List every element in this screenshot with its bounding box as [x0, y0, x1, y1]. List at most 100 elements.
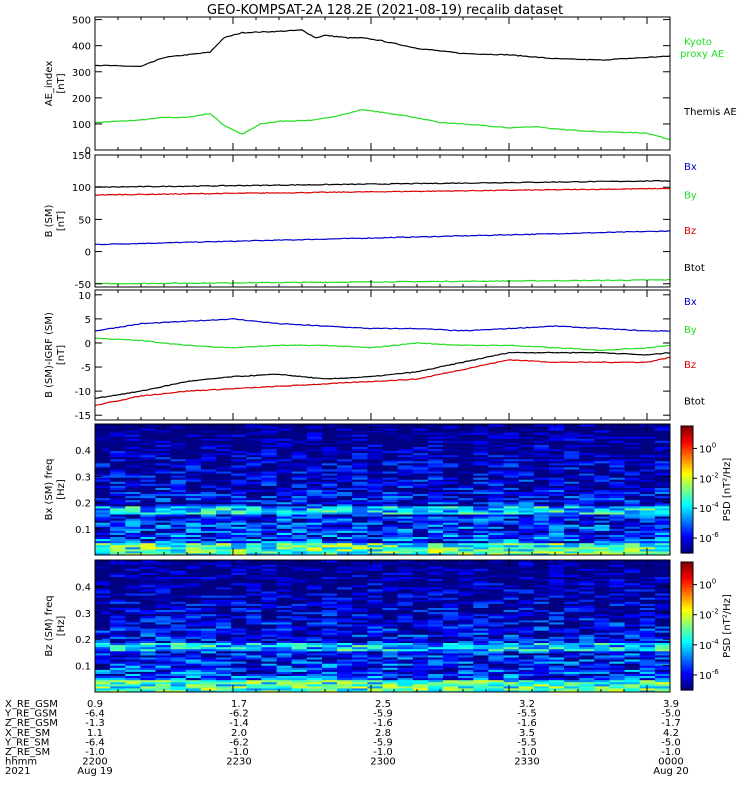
- heatmap-cell: [548, 507, 565, 511]
- heatmap-cell: [397, 603, 414, 606]
- heatmap-cell: [458, 564, 474, 567]
- heatmap-cell: [503, 632, 520, 635]
- heatmap-cell: [594, 663, 610, 666]
- colorbar-tick-label: 100: [699, 441, 716, 455]
- heatmap-cell: [488, 456, 504, 460]
- heatmap-cell: [458, 582, 474, 586]
- heatmap-cell: [473, 673, 489, 676]
- heatmap-cell: [654, 516, 671, 519]
- heatmap-cell: [95, 489, 111, 492]
- heatmap-cell: [624, 460, 641, 464]
- heatmap-cell: [503, 462, 520, 466]
- heatmap-cell: [140, 599, 156, 602]
- heatmap-cell: [427, 505, 444, 509]
- colorbar-segment: [681, 512, 693, 516]
- heatmap-cell: [518, 626, 535, 629]
- heatmap-cell: [548, 572, 565, 575]
- heatmap-cell: [337, 550, 353, 554]
- heatmap-cell: [110, 532, 126, 535]
- heatmap-cell: [564, 677, 580, 681]
- heatmap-cell: [518, 630, 535, 633]
- heatmap-cell: [518, 462, 535, 466]
- heatmap-cell: [110, 538, 126, 542]
- heatmap-cell: [397, 615, 414, 619]
- heatmap-cell: [110, 671, 126, 674]
- heatmap-cell: [533, 538, 550, 542]
- heatmap-cell: [125, 536, 141, 540]
- heatmap-cell: [170, 544, 187, 548]
- heatmap-cell: [624, 510, 641, 513]
- heatmap-cell: [125, 522, 141, 525]
- heatmap-cell: [125, 590, 141, 594]
- heatmap-cell: [458, 450, 474, 454]
- heatmap-cell: [125, 442, 141, 445]
- heatmap-cell: [488, 448, 504, 452]
- heatmap-cell: [200, 448, 217, 452]
- heatmap-cell: [246, 623, 262, 627]
- heatmap-cell: [488, 681, 504, 685]
- heatmap-cell: [125, 566, 141, 569]
- heatmap-cell: [200, 681, 217, 685]
- heatmap-cell: [488, 576, 504, 580]
- heatmap-cell: [185, 599, 202, 602]
- heatmap-cell: [337, 646, 353, 650]
- colorbar-tick-label: 10-2: [699, 471, 719, 485]
- heatmap-cell: [216, 507, 232, 511]
- heatmap-cell: [216, 462, 232, 466]
- heatmap-cell: [276, 648, 293, 652]
- heatmap-cell: [412, 510, 429, 513]
- heatmap-cell: [609, 491, 626, 494]
- heatmap-cell: [443, 542, 459, 546]
- heatmap-cell: [352, 584, 368, 588]
- heatmap-cell: [412, 659, 429, 662]
- heatmap-cell: [95, 576, 111, 580]
- heatmap-cell: [458, 628, 474, 631]
- heatmap-cell: [579, 623, 595, 627]
- heatmap-cell: [322, 681, 338, 685]
- heatmap-cell: [140, 464, 156, 468]
- heatmap-cell: [95, 546, 111, 550]
- heatmap-cell: [200, 605, 217, 608]
- heatmap-cell: [518, 442, 535, 445]
- heatmap-cell: [352, 626, 368, 629]
- heatmap-cell: [170, 456, 187, 460]
- heatmap-cell: [458, 619, 474, 623]
- heatmap-cell: [624, 432, 641, 435]
- heatmap-cell: [291, 601, 308, 604]
- heatmap-cell: [200, 428, 217, 431]
- heatmap-cell: [518, 560, 535, 563]
- heatmap-cell: [609, 505, 626, 509]
- heatmap-cell: [291, 687, 308, 691]
- heatmap-cell: [276, 534, 293, 537]
- heatmap-cell: [155, 615, 172, 619]
- heatmap-cell: [654, 493, 671, 497]
- heatmap-cell: [216, 540, 232, 544]
- heatmap-cell: [564, 540, 580, 544]
- heatmap-cell: [412, 456, 429, 460]
- heatmap-cell: [125, 548, 141, 552]
- heatmap-cell: [412, 458, 429, 462]
- heatmap-cell: [200, 615, 217, 619]
- heatmap-cell: [548, 687, 565, 691]
- heatmap-cell: [246, 609, 262, 613]
- heatmap-cell: [306, 601, 323, 604]
- heatmap-cell: [125, 438, 141, 441]
- heatmap-cell: [306, 687, 323, 691]
- heatmap-cell: [200, 607, 217, 610]
- heatmap-cell: [231, 617, 247, 621]
- heatmap-cell: [533, 613, 550, 617]
- heatmap-cell: [170, 659, 187, 662]
- heatmap-cell: [95, 460, 111, 464]
- heatmap-cell: [624, 464, 641, 468]
- heatmap-cell: [518, 452, 535, 456]
- heatmap-cell: [548, 646, 565, 650]
- heatmap-cell: [95, 426, 111, 429]
- heatmap-cell: [246, 483, 262, 486]
- heatmap-cell: [170, 505, 187, 509]
- heatmap-cell: [95, 532, 111, 535]
- heatmap-cell: [488, 520, 504, 523]
- heatmap-cell: [110, 473, 126, 476]
- heatmap-cell: [564, 689, 580, 693]
- colorbar-segment: [681, 493, 693, 497]
- heatmap-cell: [579, 475, 595, 478]
